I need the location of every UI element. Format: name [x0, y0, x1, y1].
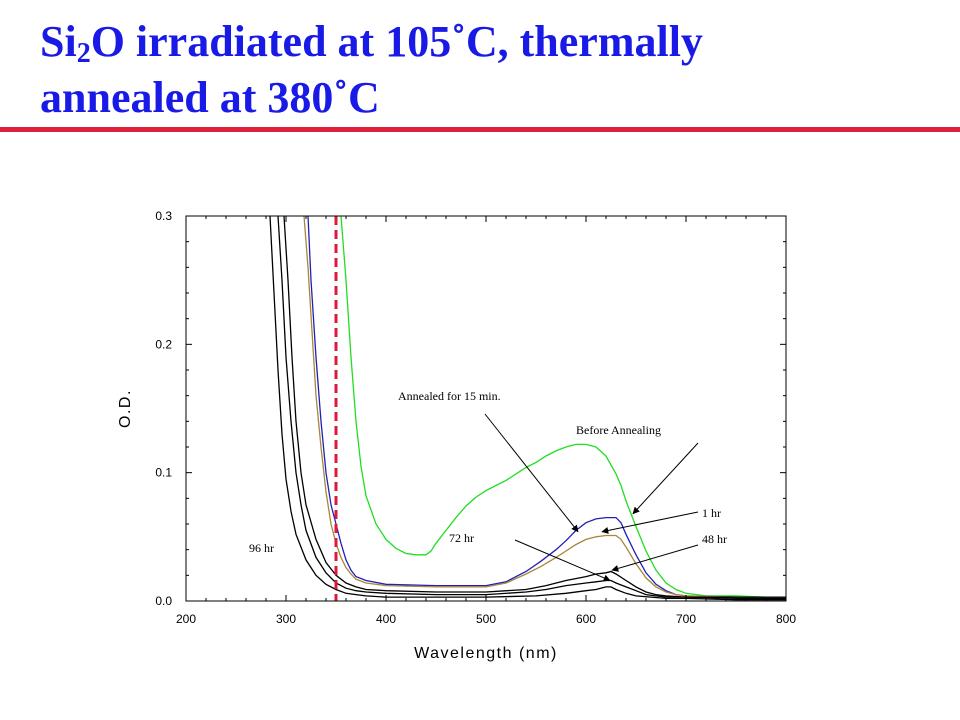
- y-tick-label: 0.3: [155, 209, 172, 223]
- annotation-label: 72 hr: [449, 531, 474, 545]
- series-line-72-hr: [277, 216, 786, 600]
- y-axis-title: O.D.: [117, 389, 134, 428]
- title-line1-part1: Si: [40, 17, 77, 66]
- x-tick-label: 500: [476, 612, 496, 626]
- x-tick-label: 800: [776, 612, 796, 626]
- title-subscript: 2: [76, 38, 91, 69]
- title-accent-rule: [0, 127, 960, 132]
- plot-frame-box: [185, 215, 787, 602]
- annotation-arrow: [514, 539, 611, 582]
- annotation-label: 96 hr: [249, 541, 274, 555]
- title-line1-part2: O irradiated at 105˚C, thermally: [90, 17, 703, 66]
- x-tick-label: 400: [376, 612, 396, 626]
- annotation-arrow: [611, 544, 699, 572]
- slide-title: Si2O irradiated at 105˚C, thermally annea…: [40, 14, 920, 126]
- y-tick-label: 0.2: [155, 337, 172, 351]
- title-line2: annealed at 380˚C: [40, 73, 380, 122]
- annotation-label: 48 hr: [702, 532, 727, 546]
- x-tick-label: 600: [576, 612, 596, 626]
- series-line-before-annealing: [340, 216, 786, 598]
- series-line-96-hr: [269, 216, 786, 601]
- x-axis-title: Wavelength (nm): [414, 645, 558, 662]
- annotation-label: Annealed for 15 min.: [398, 389, 501, 403]
- series-line-annealed-for-15-min: [307, 216, 786, 598]
- x-tick-label: 300: [276, 612, 296, 626]
- y-tick-label: 0.0: [155, 594, 172, 608]
- annotation-label: Before Annealing: [576, 423, 661, 437]
- plot-frame: [185, 215, 787, 602]
- annotation-arrow: [632, 442, 699, 515]
- annotation-arrow: [484, 413, 579, 533]
- series-line-1-hr: [303, 216, 786, 598]
- annotation-label: 1 hr: [702, 506, 721, 520]
- y-tick-label: 0.1: [155, 466, 172, 480]
- annotation-arrow: [601, 511, 699, 534]
- tick-layer: 200 300 400 500 600 700 800 0.0 0.1 0.2 0.3: [155, 209, 796, 626]
- series-layer: [269, 216, 786, 601]
- x-tick-label: 200: [176, 612, 196, 626]
- annotation-layer: Annealed for 15 min. Before Annealing 1 hr…: [249, 389, 727, 582]
- series-line-48-hr: [283, 216, 786, 598]
- x-tick-label: 700: [676, 612, 696, 626]
